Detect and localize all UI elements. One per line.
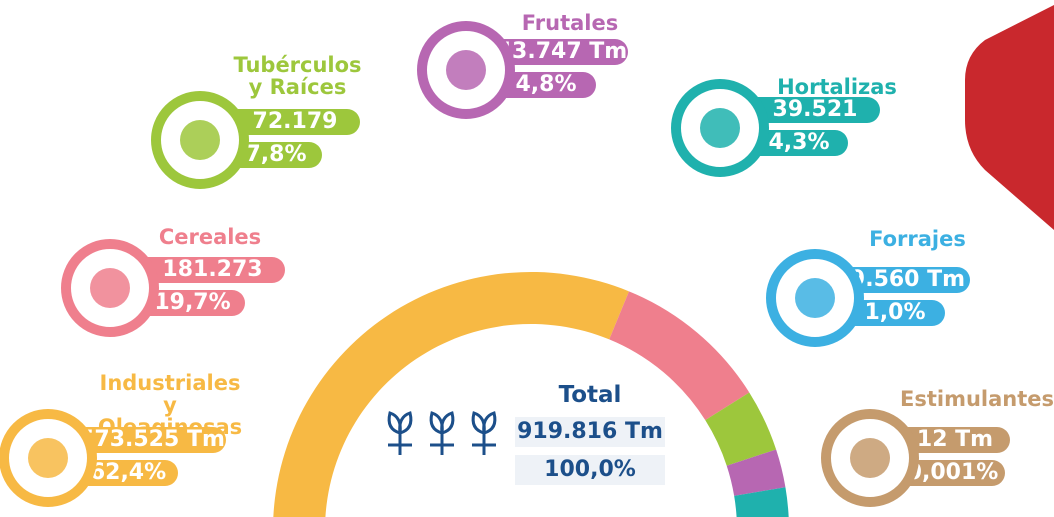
value-label: 9.560 Tm: [845, 267, 970, 293]
category-name: Tubérculos y Raíces: [230, 54, 365, 98]
category-name: Hortalizas: [762, 76, 912, 98]
total-value: 919.816 Tm: [515, 417, 665, 447]
value-label: 72.179 Tm: [230, 109, 360, 135]
value-label: 573.525 Tm: [78, 427, 226, 453]
icon: [446, 50, 486, 90]
category-icon: [821, 409, 919, 507]
category-icon: [61, 239, 159, 337]
category-name: Frutales: [505, 12, 635, 34]
icon: [850, 438, 890, 478]
category-icon: [766, 249, 864, 347]
category-icon: [417, 21, 515, 119]
icon: [795, 278, 835, 318]
category-icon: [151, 91, 249, 189]
category-name: Forrajes: [850, 228, 985, 250]
infographic: Total 919.816 Tm 100,0% Industriales y O…: [0, 0, 1054, 517]
value-label: 43.747 Tm: [496, 39, 628, 65]
value-label: 39.521 Tm: [750, 97, 880, 123]
icon: [90, 268, 130, 308]
category-name: Cereales: [150, 226, 270, 248]
plant-icons: [388, 413, 496, 455]
value-label: 181.273 Tm: [140, 257, 285, 283]
icon: [28, 438, 68, 478]
category-icon: [671, 79, 769, 177]
total-share: 100,0%: [515, 455, 665, 485]
icon: [180, 120, 220, 160]
category-icon: [0, 409, 97, 507]
decor-shape: [965, 5, 1054, 230]
total-title: Total: [540, 384, 640, 406]
icon: [700, 108, 740, 148]
category-name: Estimulantes: [900, 388, 1050, 410]
